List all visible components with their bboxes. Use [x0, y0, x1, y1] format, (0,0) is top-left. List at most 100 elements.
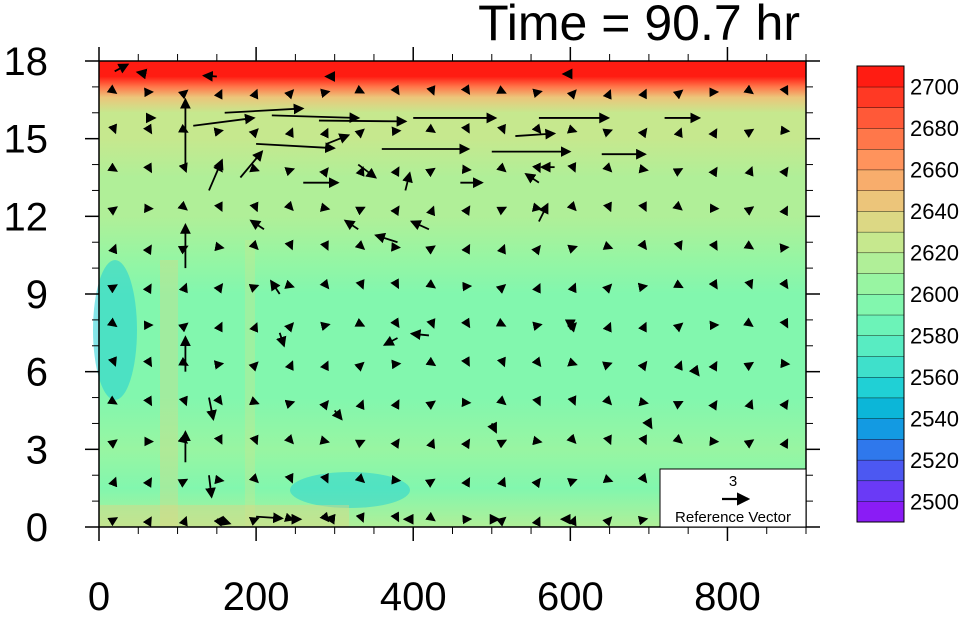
- vector-arrow: [390, 84, 400, 96]
- field-background: [99, 61, 806, 527]
- warm-plume-column: [160, 260, 178, 526]
- vector-arrow: [531, 356, 542, 368]
- vector-arrow: [567, 357, 578, 367]
- colorbar-swatch: [856, 127, 905, 150]
- vector-arrow: [779, 84, 789, 96]
- colorbar-swatch: [856, 480, 905, 502]
- colorbar-label: 2700: [910, 75, 959, 100]
- warm-surface-layer: [99, 505, 349, 527]
- x-tick-label: 200: [223, 575, 290, 618]
- vector-arrow: [354, 361, 365, 372]
- vector-arrow: [249, 88, 259, 100]
- vector-arrow: [354, 439, 366, 449]
- vector-arrow: [743, 84, 754, 95]
- vector-arrow: [779, 205, 788, 217]
- vector-arrow: [602, 240, 614, 250]
- vector-arrow: [107, 439, 118, 449]
- vector-arrow: [142, 283, 152, 295]
- vector-arrow: [637, 360, 648, 372]
- vector-arrow: [256, 512, 284, 524]
- x-tick-label: 800: [694, 575, 761, 618]
- vector-arrow: [248, 283, 260, 293]
- vector-arrow: [357, 163, 378, 179]
- colorbar-label: 2600: [910, 282, 959, 307]
- vector-arrow: [461, 243, 471, 255]
- vector-arrow: [382, 335, 398, 346]
- vector-arrow: [270, 279, 281, 295]
- vector-arrow: [426, 318, 436, 329]
- cool-anomaly-left: [93, 260, 137, 400]
- colorbar-swatch: [856, 418, 905, 440]
- vector-arrow: [390, 317, 400, 329]
- colorbar-swatch: [856, 65, 905, 88]
- vector-arrow: [106, 84, 118, 94]
- x-tick-label: 400: [380, 575, 447, 618]
- vector-arrow: [319, 167, 329, 178]
- vector-arrow: [532, 435, 543, 446]
- vector-arrow: [239, 150, 264, 179]
- vector-arrow: [213, 360, 225, 370]
- vector-arrow: [324, 513, 336, 525]
- vector-arrow: [602, 283, 613, 294]
- vector-arrow: [107, 206, 118, 216]
- vector-arrow: [708, 360, 718, 372]
- vector-arrow: [672, 400, 684, 410]
- y-tick-label: 18: [4, 40, 49, 84]
- vector-arrow: [284, 279, 295, 289]
- vector-arrow: [178, 322, 189, 333]
- vector-arrow: [461, 477, 471, 488]
- vector-arrow: [672, 322, 684, 333]
- vector-arrow: [461, 317, 471, 329]
- vector-arrow: [178, 282, 188, 294]
- vector-arrow: [319, 278, 330, 290]
- vector-arrow: [496, 439, 508, 449]
- vector-arrow: [743, 361, 755, 372]
- vector-arrow: [460, 438, 471, 450]
- vector-arrow: [637, 472, 648, 484]
- vector-arrow: [354, 240, 366, 251]
- vector-arrow: [524, 173, 540, 184]
- vector-arrow: [566, 89, 577, 100]
- y-tick-label: 12: [4, 195, 49, 239]
- vector-arrow: [424, 478, 436, 488]
- vector-arrow: [249, 434, 259, 446]
- vector-arrow: [107, 395, 118, 405]
- vector-arrow: [487, 421, 497, 434]
- vector-arrow: [213, 127, 224, 137]
- vector-arrow: [326, 133, 351, 145]
- colorbar-frame: [856, 65, 905, 523]
- vector-arrow: [205, 475, 216, 499]
- vector-arrow: [202, 70, 217, 82]
- vector-arrow: [108, 243, 118, 255]
- vector-arrow: [780, 125, 791, 136]
- vector-arrow: [178, 395, 188, 407]
- vector-arrow: [178, 89, 189, 100]
- vector-arrow: [425, 167, 436, 178]
- vector-arrow: [284, 360, 294, 371]
- colorbar-swatch: [856, 335, 905, 357]
- contour-field: [93, 61, 806, 527]
- vector-arrow: [532, 88, 543, 98]
- vector-arrow: [256, 142, 336, 154]
- vector-arrow: [425, 245, 436, 255]
- vector-arrow: [602, 434, 612, 446]
- colorbar-swatch: [856, 397, 905, 419]
- vector-arrow: [425, 279, 437, 289]
- vector-arrow: [107, 356, 117, 367]
- vector-arrow: [248, 517, 260, 526]
- vector-arrow: [673, 127, 683, 139]
- vector-arrow: [284, 239, 294, 251]
- vector-arrow: [531, 477, 541, 489]
- vector-arrow: [284, 434, 294, 445]
- vector-arrow: [638, 321, 647, 333]
- vector-arrow: [708, 240, 718, 251]
- vector-arrow: [425, 511, 436, 522]
- vector-arrow: [672, 168, 684, 177]
- vector-arrow: [142, 356, 153, 368]
- y-tick-label: 15: [4, 118, 49, 162]
- vector-arrow: [213, 394, 223, 406]
- vector-arrow: [602, 516, 613, 527]
- colorbar-swatch: [856, 459, 905, 482]
- vector-arrow: [355, 279, 365, 290]
